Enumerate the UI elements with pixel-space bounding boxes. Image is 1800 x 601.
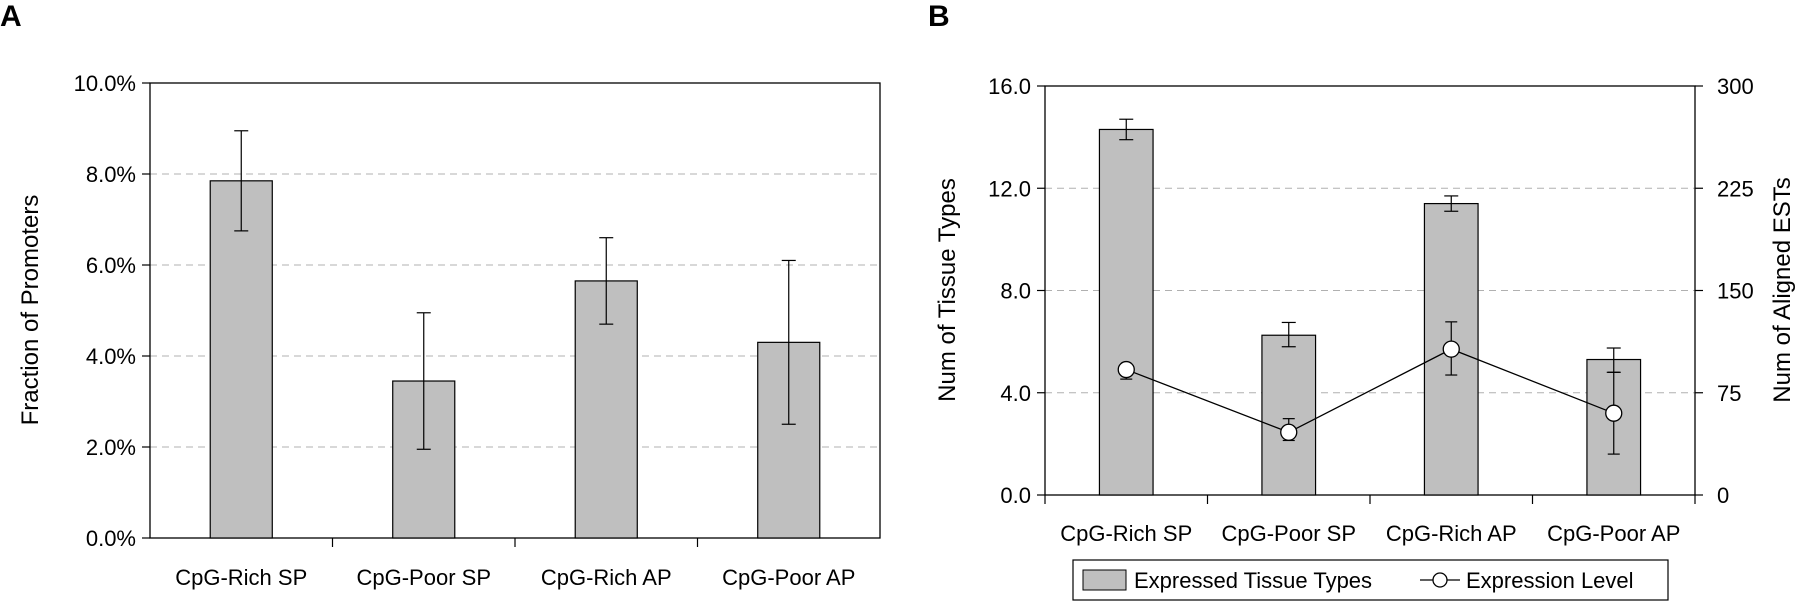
x-tick-label: CpG-Rich AP <box>541 565 672 590</box>
panel-a-y-ticks: 0.0% 2.0% 4.0% 6.0% 8.0% 10.0% <box>74 71 150 551</box>
panel-b-bar-error-bars <box>1119 118 1621 373</box>
legend-bar-swatch <box>1082 569 1127 591</box>
panel-a: A 0.0%2.0%4.0%6.0%8.0%10.0% CpG-Rich SP C… <box>0 0 881 590</box>
y-right-tick-label: 0 <box>1717 483 1729 508</box>
panel-b-right-y-ticks: 0 75 150 225 300 <box>1695 74 1754 508</box>
panel-b-left-y-axis-title: Num of Tissue Types <box>934 178 961 402</box>
panel-b: B 0.0 4.0 8.0 12.0 16.0 0 75 150 225 300 CpG-Ric… <box>928 0 1796 601</box>
legend-box <box>1072 559 1669 601</box>
y-tick-label: 16.0 <box>988 74 1031 99</box>
y-tick-label: 0.0% <box>86 526 136 551</box>
panel-b-left-y-ticks: 0.0 4.0 8.0 12.0 16.0 <box>988 74 1045 508</box>
expression-level-point <box>1117 360 1135 379</box>
y-tick-label: 4.0% <box>86 344 136 369</box>
x-tick-label: CpG-Rich SP <box>1060 521 1192 546</box>
panel-b-right-y-axis-title: Num of Aligned ESTs <box>1769 177 1796 402</box>
x-tick-label: CpG-Poor SP <box>357 565 492 590</box>
y-right-tick-label: 75 <box>1717 381 1741 406</box>
y-tick-label: 10.0% <box>74 71 136 96</box>
expression-level-point <box>1442 340 1460 358</box>
bar <box>1098 128 1154 496</box>
y-right-tick-label: 225 <box>1717 176 1754 201</box>
bar <box>1261 334 1317 496</box>
y-tick-label: 0.0 <box>1000 483 1031 508</box>
x-tick-label: CpG-Rich AP <box>1386 521 1517 546</box>
panel-a-error-bars <box>234 130 796 450</box>
panel-b-bars <box>1098 128 1642 496</box>
expression-level-point <box>1280 423 1298 441</box>
y-tick-label: 2.0% <box>86 435 136 460</box>
x-tick-label: CpG-Poor AP <box>1547 521 1680 546</box>
legend-label-bars: Expressed Tissue Types <box>1134 568 1372 593</box>
panel-b-legend: Expressed Tissue Types Expression Level <box>1072 559 1669 601</box>
x-tick-label: CpG-Rich SP <box>175 565 307 590</box>
bar <box>209 180 273 539</box>
panel-a-label: A <box>0 0 22 33</box>
panel-b-label: B <box>928 0 950 33</box>
y-right-tick-label: 150 <box>1717 279 1754 304</box>
y-tick-label: 12.0 <box>988 176 1031 201</box>
panel-a-bars <box>209 180 821 539</box>
x-tick-label: CpG-Poor AP <box>722 565 855 590</box>
y-tick-label: 8.0 <box>1000 279 1031 304</box>
panel-a-y-axis-title: Fraction of Promoters <box>17 195 44 426</box>
expression-level-point <box>1605 404 1623 422</box>
y-right-tick-label: 300 <box>1717 74 1754 99</box>
y-tick-label: 4.0 <box>1000 381 1031 406</box>
expression-level-line <box>1126 348 1614 433</box>
panel-b-x-ticks: CpG-Rich SP CpG-Poor SP CpG-Rich AP CpG-Poo… <box>1044 495 1696 546</box>
panel-a-x-ticks: CpG-Rich SP CpG-Poor SP CpG-Rich AP CpG-Poo… <box>175 538 855 590</box>
y-tick-label: 6.0% <box>86 253 136 278</box>
x-tick-label: CpG-Poor SP <box>1222 521 1357 546</box>
y-tick-label: 8.0% <box>86 162 136 187</box>
legend-marker-swatch <box>1432 572 1448 588</box>
legend-label-line: Expression Level <box>1466 568 1634 593</box>
panel-b-line-series <box>1117 321 1623 455</box>
